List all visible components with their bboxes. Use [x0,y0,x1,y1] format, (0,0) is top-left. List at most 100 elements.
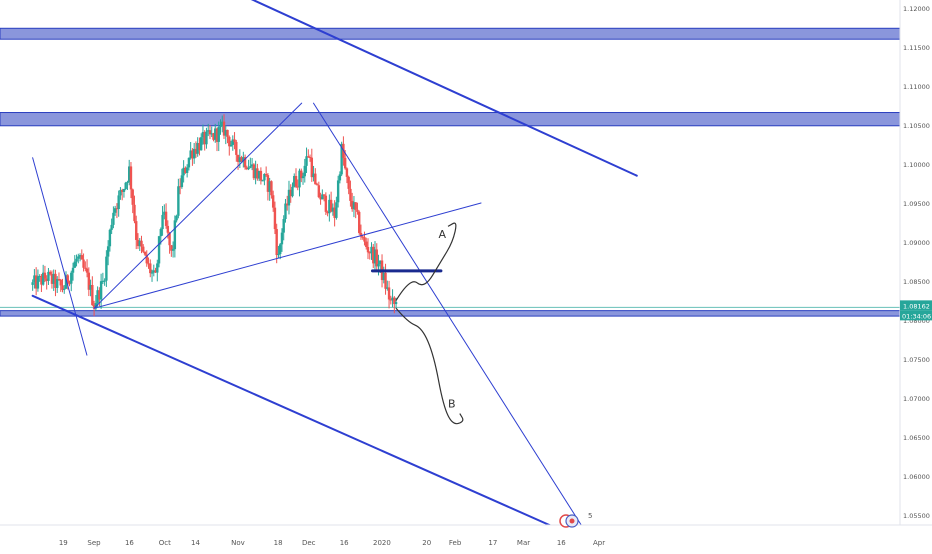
candle-body [143,251,147,255]
projection-label-a: A [439,228,447,241]
price-axis-panel[interactable] [900,0,932,550]
candle-body [140,240,143,247]
candle [354,202,357,219]
x-tick-label: 20 [422,539,431,547]
candle-body [333,207,336,218]
candle-body [222,121,226,136]
candle-body [149,263,152,274]
candle-body [238,157,242,162]
candle-body [242,157,245,162]
projections-layer: AB [395,222,464,425]
candle-body [59,279,62,286]
candle [249,157,252,169]
candle-body [73,261,76,268]
candle [63,285,66,294]
candle [87,267,91,297]
time-axis-panel[interactable] [0,525,900,550]
candle-body [70,272,73,284]
candle [324,192,328,216]
x-tick-label: Apr [593,539,605,547]
candle-body [205,131,208,145]
candle-body [305,156,308,166]
candle-body [64,275,68,289]
candle [279,242,282,260]
candle-body [322,194,326,196]
candle-body [50,274,54,284]
x-tick-label: 19 [59,539,68,547]
candle-body [343,157,347,169]
candle-body [40,275,43,285]
candle [336,175,340,208]
candle-body [233,139,236,142]
candle [103,278,106,286]
candle-body [235,141,238,155]
candle [68,280,71,287]
candle-body [268,181,271,192]
trendline-1[interactable] [93,102,303,309]
candle-body [203,132,206,145]
zone-band-2[interactable] [0,310,901,317]
candle-body [338,174,342,181]
candle [328,194,331,222]
trendline-0[interactable] [32,157,88,356]
candle [393,296,396,314]
candle-body [291,186,294,197]
candle-body [150,272,154,274]
candle [184,166,187,174]
candle [171,241,175,258]
candle [219,119,222,135]
zone-band-1[interactable] [0,112,901,127]
candle-body [243,157,247,168]
trendline-3[interactable] [312,102,588,535]
candle-body [273,207,277,230]
trendline-2[interactable] [93,202,482,309]
candle-body [170,245,173,251]
candle [78,253,82,262]
candle [322,194,326,202]
candle [282,215,285,241]
y-tick-label: 1.06000 [903,473,930,481]
candle [373,241,377,272]
candle [128,159,131,186]
candle-body [212,133,215,140]
y-tick-label: 1.09000 [903,239,930,247]
candle [271,190,275,212]
candle [117,190,120,217]
trendline-5[interactable] [31,294,572,536]
candle [71,262,75,281]
candle [263,173,266,186]
candle-body [178,186,182,188]
candle-body [80,255,84,260]
candle [331,203,335,216]
candle-body [359,232,363,237]
candle [326,210,329,217]
y-tick-label: 1.12000 [903,5,930,13]
x-tick-label: 14 [191,539,200,547]
candle-body [387,287,391,300]
candle-body [113,208,117,213]
candle [303,158,306,183]
candle-body [194,148,198,154]
candle-body [128,166,131,182]
candle [370,242,373,260]
candle-body [138,240,141,247]
zone-band-0[interactable] [0,27,901,40]
candle [126,180,129,190]
projection-path-b[interactable] [395,307,464,425]
candle-body [154,270,157,273]
candle-body [391,297,394,301]
projection-path-a[interactable] [395,222,457,301]
trendline-4[interactable] [233,0,638,177]
candle [252,163,256,181]
candle-body [307,156,310,158]
candle [96,286,99,308]
candle-body [324,195,328,212]
candle [363,231,366,246]
candle [291,182,294,198]
candle-body [282,219,285,233]
candle [208,125,212,140]
candle-body [245,167,249,170]
candle-body [91,284,94,306]
candle [147,257,150,269]
